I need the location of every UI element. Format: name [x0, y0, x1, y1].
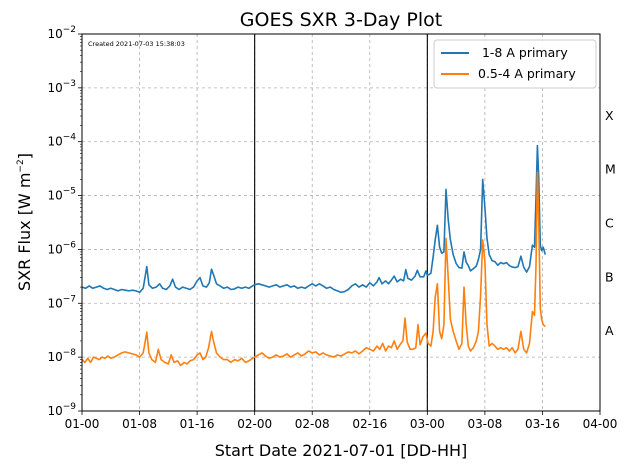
- x-tick-label-1: 01-08: [122, 417, 157, 431]
- y-ticks: 10−9 10−8 10−7 10−6 10−5 10−4 10−3 10−2: [47, 25, 82, 418]
- flare-class-m: M: [605, 162, 616, 177]
- flare-class-b: B: [605, 269, 614, 284]
- legend-label-1: 1-8 A primary: [478, 45, 568, 60]
- y-tick-label-2: 10−7: [47, 294, 76, 310]
- y-tick-label-6: 10−3: [47, 79, 76, 95]
- y-axis-label-close: ]: [15, 153, 34, 159]
- legend-label-2: 0.5-4 A primary: [478, 66, 576, 81]
- y-tick-label-3: 10−6: [47, 240, 76, 256]
- series-line-2: [81, 171, 546, 367]
- flare-class-labels: A B C M X: [605, 108, 616, 338]
- y-tick-label-4: 10−5: [47, 187, 76, 203]
- chart-title: GOES SXR 3-Day Plot: [240, 9, 442, 31]
- x-tick-label-3: 02-00: [237, 417, 272, 431]
- y-tick-label-0: 10−9: [47, 402, 76, 418]
- x-tick-label-0: 01-00: [65, 417, 100, 431]
- x-tick-label-5: 02-16: [352, 417, 387, 431]
- created-annotation: Created 2021-07-03 15:38:03: [88, 40, 185, 48]
- flare-class-a: A: [605, 323, 614, 338]
- vertical-markers: [254, 34, 428, 411]
- x-tick-label-4: 02-08: [295, 417, 330, 431]
- plot-frame: [81, 33, 601, 412]
- x-tick-label-8: 03-16: [525, 417, 560, 431]
- x-tick-label-9: 04-00: [583, 417, 618, 431]
- flare-class-x: X: [605, 108, 614, 123]
- x-ticks: 01-00 01-08 01-16 02-00 02-08 02-16 03-00 03-08…: [65, 411, 618, 431]
- y-axis-label-main: SXR Flux [W m: [15, 173, 34, 291]
- x-tick-label-2: 01-16: [180, 417, 215, 431]
- y-axis-label: SXR Flux [W m−2]: [15, 153, 34, 291]
- series-group: [81, 144, 547, 367]
- y-axis-label-text: SXR Flux [W m−2]: [15, 153, 34, 291]
- y-tick-label-7: 10−2: [47, 25, 76, 41]
- x-axis-label: Start Date 2021-07-01 [DD-HH]: [215, 441, 468, 460]
- flare-class-c: C: [605, 216, 614, 231]
- y-axis-label-exp: −2: [16, 159, 26, 172]
- x-tick-label-7: 03-08: [467, 417, 502, 431]
- legend-box: [433, 39, 597, 89]
- legend: 1-8 A primary 0.5-4 A primary: [433, 39, 597, 89]
- x-tick-label-6: 03-00: [410, 417, 445, 431]
- series-line-1: [81, 144, 547, 294]
- y-tick-label-1: 10−8: [47, 348, 76, 364]
- y-tick-label-5: 10−4: [47, 133, 76, 149]
